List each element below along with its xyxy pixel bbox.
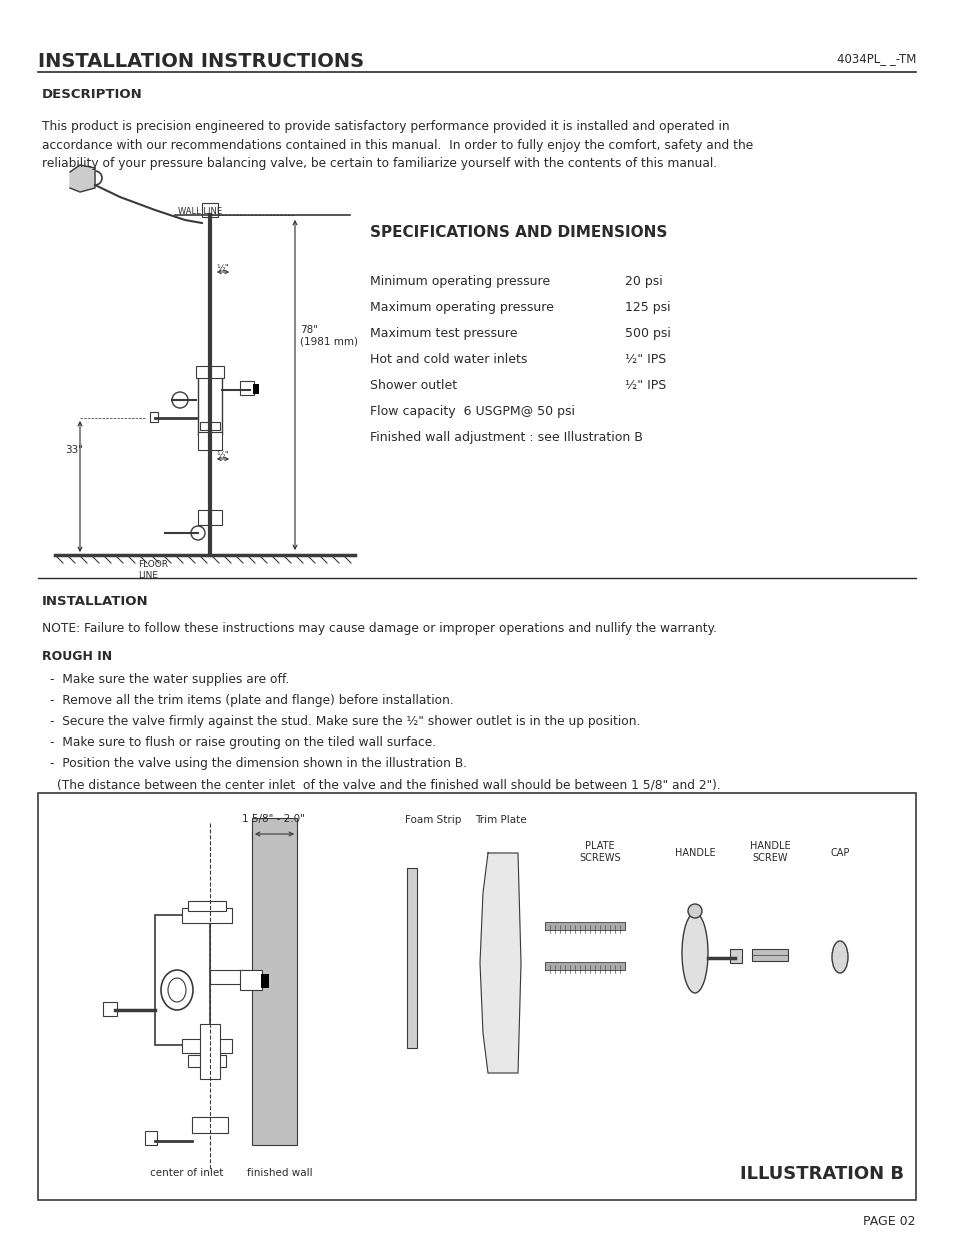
Ellipse shape (687, 904, 701, 918)
Text: 125 psi: 125 psi (624, 301, 670, 314)
Bar (192, 1116, 228, 1132)
Text: Finished wall adjustment : see Illustration B: Finished wall adjustment : see Illustrat… (370, 431, 642, 445)
Text: Shower outlet: Shower outlet (370, 379, 456, 391)
Polygon shape (479, 853, 520, 1073)
Text: Flow capacity  6 USGPM@ 50 psi: Flow capacity 6 USGPM@ 50 psi (370, 405, 575, 417)
Bar (407, 868, 416, 1049)
Text: Minimum operating pressure: Minimum operating pressure (370, 275, 550, 288)
Bar (195, 366, 224, 378)
Text: HANDLE
SCREW: HANDLE SCREW (749, 841, 789, 862)
Text: center of inlet: center of inlet (150, 1168, 223, 1178)
Text: FLOOR: FLOOR (138, 559, 168, 569)
Bar (145, 1131, 157, 1145)
Ellipse shape (681, 913, 707, 993)
Text: Maximum test pressure: Maximum test pressure (370, 327, 517, 340)
Bar (103, 1002, 117, 1016)
Text: -  Remove all the trim items (plate and flange) before installation.: - Remove all the trim items (plate and f… (50, 694, 454, 706)
Text: -  Secure the valve firmly against the stud. Make sure the ½" shower outlet is i: - Secure the valve firmly against the st… (50, 715, 639, 727)
Text: (The distance between the center inlet  of the valve and the finished wall shoul: (The distance between the center inlet o… (57, 778, 720, 790)
Bar (198, 510, 222, 525)
Bar (150, 412, 158, 422)
Text: ½": ½" (215, 263, 229, 272)
Bar (240, 382, 253, 395)
Text: WALL LINE: WALL LINE (178, 207, 222, 216)
Bar (252, 818, 296, 1145)
Bar (729, 948, 741, 963)
Bar (202, 203, 218, 217)
Text: PLATE
SCREWS: PLATE SCREWS (578, 841, 620, 862)
Text: NOTE: Failure to follow these instructions may cause damage or improper operatio: NOTE: Failure to follow these instructio… (42, 622, 717, 635)
Bar (38, 793, 915, 1200)
Text: INSTALLATION INSTRUCTIONS: INSTALLATION INSTRUCTIONS (38, 52, 364, 70)
Bar (544, 962, 624, 969)
Text: finished wall: finished wall (247, 1168, 313, 1178)
Ellipse shape (831, 941, 847, 973)
Bar (253, 384, 258, 394)
Text: Maximum operating pressure: Maximum operating pressure (370, 301, 554, 314)
Text: Hot and cold water inlets: Hot and cold water inlets (370, 353, 527, 366)
Text: DESCRIPTION: DESCRIPTION (42, 88, 143, 101)
Text: 20 psi: 20 psi (624, 275, 662, 288)
Text: Trim Plate: Trim Plate (475, 815, 526, 825)
Text: This product is precision engineered to provide satisfactory performance provide: This product is precision engineered to … (42, 120, 753, 170)
Text: Foam Strip: Foam Strip (405, 815, 461, 825)
Text: PAGE 02: PAGE 02 (862, 1215, 915, 1228)
Text: 1 5/8" - 2.0": 1 5/8" - 2.0" (242, 814, 305, 824)
Bar (198, 432, 222, 450)
Text: ½" IPS: ½" IPS (624, 353, 665, 366)
Polygon shape (70, 165, 95, 191)
Text: 500 psi: 500 psi (624, 327, 670, 340)
Text: 33": 33" (65, 445, 83, 454)
Bar (198, 370, 222, 435)
Bar (210, 969, 250, 984)
Bar (188, 1055, 226, 1067)
Text: CAP: CAP (829, 848, 849, 858)
Text: ½" IPS: ½" IPS (624, 379, 665, 391)
Bar (182, 1039, 232, 1053)
Text: INSTALLATION: INSTALLATION (42, 595, 149, 608)
Bar (188, 902, 226, 911)
Text: ILLUSTRATION B: ILLUSTRATION B (740, 1165, 903, 1183)
Bar (261, 974, 269, 988)
Bar (154, 915, 210, 1045)
Bar (240, 969, 262, 990)
Bar (200, 1024, 220, 1079)
Text: LINE: LINE (138, 571, 158, 580)
Bar (182, 908, 232, 923)
Text: 78"
(1981 mm): 78" (1981 mm) (299, 325, 357, 347)
Ellipse shape (168, 978, 186, 1002)
Text: HANDLE: HANDLE (674, 848, 715, 858)
Bar (544, 923, 624, 930)
Text: -  Make sure to flush or raise grouting on the tiled wall surface.: - Make sure to flush or raise grouting o… (50, 736, 436, 748)
Bar (200, 422, 220, 430)
Ellipse shape (161, 969, 193, 1010)
Text: -  Position the valve using the dimension shown in the illustration B.: - Position the valve using the dimension… (50, 757, 467, 769)
Text: ½": ½" (215, 450, 229, 459)
Text: 4034PL_ _-TM: 4034PL_ _-TM (836, 52, 915, 65)
Bar (751, 948, 787, 961)
Bar (252, 818, 296, 1145)
Text: -  Make sure the water supplies are off.: - Make sure the water supplies are off. (50, 673, 289, 685)
Text: SPECIFICATIONS AND DIMENSIONS: SPECIFICATIONS AND DIMENSIONS (370, 225, 667, 240)
Text: ROUGH IN: ROUGH IN (42, 650, 112, 663)
